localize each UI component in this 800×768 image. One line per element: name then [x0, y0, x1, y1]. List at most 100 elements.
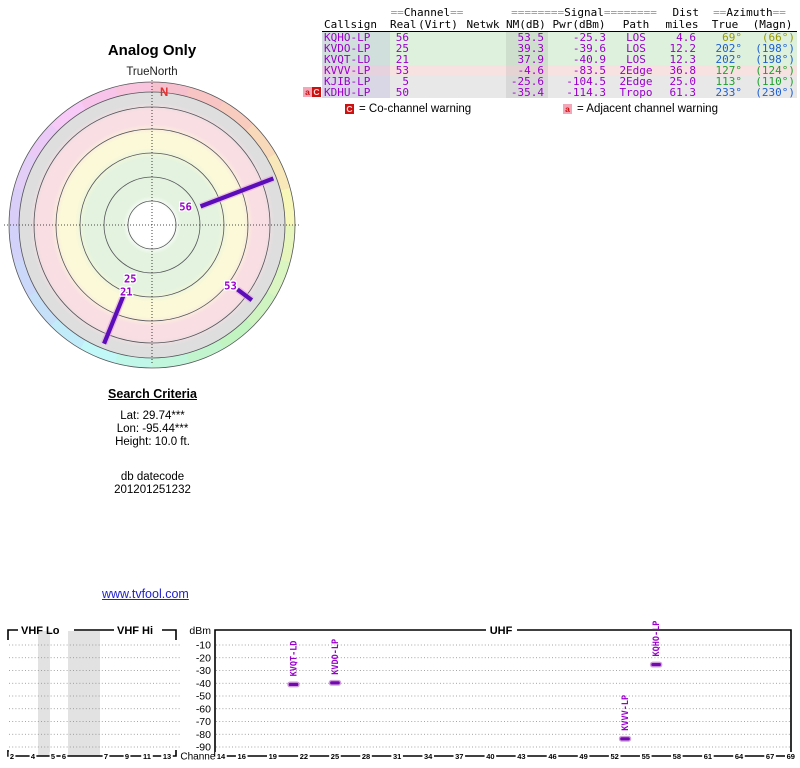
adjacent-channel-warning-icon: a	[303, 87, 312, 97]
xtick-ch40: 40	[486, 752, 494, 761]
legend-adjacent-channel: a = Adjacent channel warning	[563, 103, 718, 115]
col-header-path: Path	[622, 19, 650, 31]
xtick-ch7: 7	[104, 752, 108, 761]
cell-network	[460, 54, 506, 65]
col-header-virt: (Virt)	[418, 19, 458, 31]
col-header-magn: (Magn)	[752, 19, 793, 31]
xtick-bg	[764, 752, 776, 760]
cell-channel-virt	[416, 43, 460, 54]
cell-azimuth-magn: (230°)	[755, 87, 795, 98]
cell-channel-real: 56	[395, 32, 409, 43]
cell-callsign: KDHU-LP	[322, 87, 390, 98]
point-label-KQHO-LP: KQHO-LP	[652, 621, 662, 657]
group-header-signal: ========Signal========	[511, 6, 657, 19]
ytick--10: -10	[196, 640, 211, 652]
spoke-label-ch53: 53	[224, 280, 237, 292]
signal-strength-chart: -10-20-30-40-50-60-70-80-90 dBm Channel VHF…	[7, 621, 797, 763]
marker-KVVV-LP	[618, 735, 632, 742]
cell-pwr-dbm: -40.9	[572, 54, 606, 65]
ytick--80: -80	[196, 729, 211, 741]
search-criteria: Search Criteria Lat: 29.74*** Lon: -95.4…	[60, 388, 245, 497]
col-header-true: True	[711, 19, 739, 31]
col-header-netwk: Netwk	[466, 19, 500, 31]
xtick-bg	[161, 752, 173, 760]
cell-dist-miles: 25.0	[669, 76, 697, 87]
cell-nm-db: -4.6	[506, 65, 548, 76]
cell-callsign: KVQT-LD	[322, 54, 390, 65]
ytick--50: -50	[196, 691, 211, 703]
co-channel-warning-icon: C	[312, 87, 321, 97]
point-label-KVDO-LP: KVDO-LP	[331, 639, 341, 675]
cell-azimuth-true: 202°	[715, 54, 743, 65]
adjacent-channel-badge: a	[563, 104, 572, 114]
cell-path: Tropo	[619, 87, 653, 98]
cell-channel-virt	[416, 54, 460, 65]
xtick-ch11: 11	[143, 752, 151, 761]
cell-channel-real: 5	[402, 76, 409, 87]
cell-dist-miles: 61.3	[669, 87, 697, 98]
polar-chart-title: Analog Only	[107, 42, 197, 59]
vhf-panel-frame	[7, 629, 177, 757]
xtick-bg	[453, 752, 466, 760]
cell-network	[460, 76, 506, 87]
cell-callsign: KVDO-LP	[322, 43, 390, 54]
cell-azimuth-true: 233°	[715, 87, 743, 98]
cell-pwr-dbm: -104.5	[566, 76, 606, 87]
xtick-ch58: 58	[673, 752, 681, 761]
ytick--70: -70	[196, 716, 211, 728]
co-channel-badge: C	[345, 104, 354, 114]
xtick-ch46: 46	[548, 752, 556, 761]
longitude-value: Lon: -95.44***	[116, 423, 189, 435]
xtick-bg	[329, 752, 341, 760]
cell-azimuth-magn: (124°)	[755, 65, 795, 76]
xtick-bg	[671, 752, 683, 760]
xtick-bg	[702, 752, 714, 760]
cell-dist-miles: 12.2	[669, 43, 697, 54]
ylabel-dbm: dBm	[189, 625, 211, 637]
xtick-ch13: 13	[163, 752, 171, 761]
cell-dist-miles: 36.8	[669, 65, 697, 76]
point-label-KVQT-LD: KVQT-LD	[290, 641, 300, 677]
xtick-ch64: 64	[735, 752, 744, 761]
table-row-KVQT-LD: KVQT-LD 21 37.9 -40.9 LOS 12.3 202° (198°)	[322, 54, 797, 65]
vhf-shaded-band-1	[68, 631, 100, 756]
xtick-ch14: 14	[217, 752, 226, 761]
xtick-bg	[360, 752, 372, 760]
cell-callsign: KQHO-LP	[322, 32, 390, 43]
xtick-ch34: 34	[424, 752, 433, 761]
db-datecode-label: db datecode	[120, 471, 185, 483]
xtick-bg	[102, 752, 110, 760]
xtick-ch52: 52	[611, 752, 619, 761]
cell-azimuth-true: 69°	[722, 32, 742, 43]
cell-nm-db: -25.6	[506, 76, 548, 87]
col-header-pwrdbm: Pwr(dBm)	[552, 19, 606, 31]
xtick-bg	[608, 752, 621, 760]
xtick-ch43: 43	[517, 752, 525, 761]
tvfool-link[interactable]: www.tvfool.com	[102, 587, 189, 601]
xtick-bg	[546, 752, 559, 760]
marker-KVQT-LD	[287, 681, 300, 688]
spoke-ch25-21	[102, 292, 127, 345]
cell-network	[460, 32, 506, 43]
xtick-ch67: 67	[766, 752, 774, 761]
xtick-ch28: 28	[362, 752, 370, 761]
cell-channel-real: 50	[395, 87, 409, 98]
xtick-bg	[785, 752, 797, 760]
xtick-bg	[60, 752, 68, 760]
xtick-bg	[215, 752, 227, 760]
xtick-bg	[123, 752, 131, 760]
true-north-label: TrueNorth	[126, 66, 178, 78]
cell-path: LOS	[626, 43, 646, 54]
spoke-label-ch21: 21	[120, 287, 133, 299]
group-header-azimuth: ==Azimuth==	[713, 6, 786, 19]
ytick--90: -90	[196, 742, 211, 754]
cell-azimuth-magn: (110°)	[755, 76, 795, 87]
cell-path: LOS	[626, 32, 646, 43]
cell-azimuth-true: 202°	[715, 43, 743, 54]
spoke-label-ch25: 25	[124, 274, 137, 286]
table-row-KVDO-LP: KVDO-LP 25 39.3 -39.6 LOS 12.2 202° (198°)	[322, 43, 797, 54]
cell-path: LOS	[626, 54, 646, 65]
